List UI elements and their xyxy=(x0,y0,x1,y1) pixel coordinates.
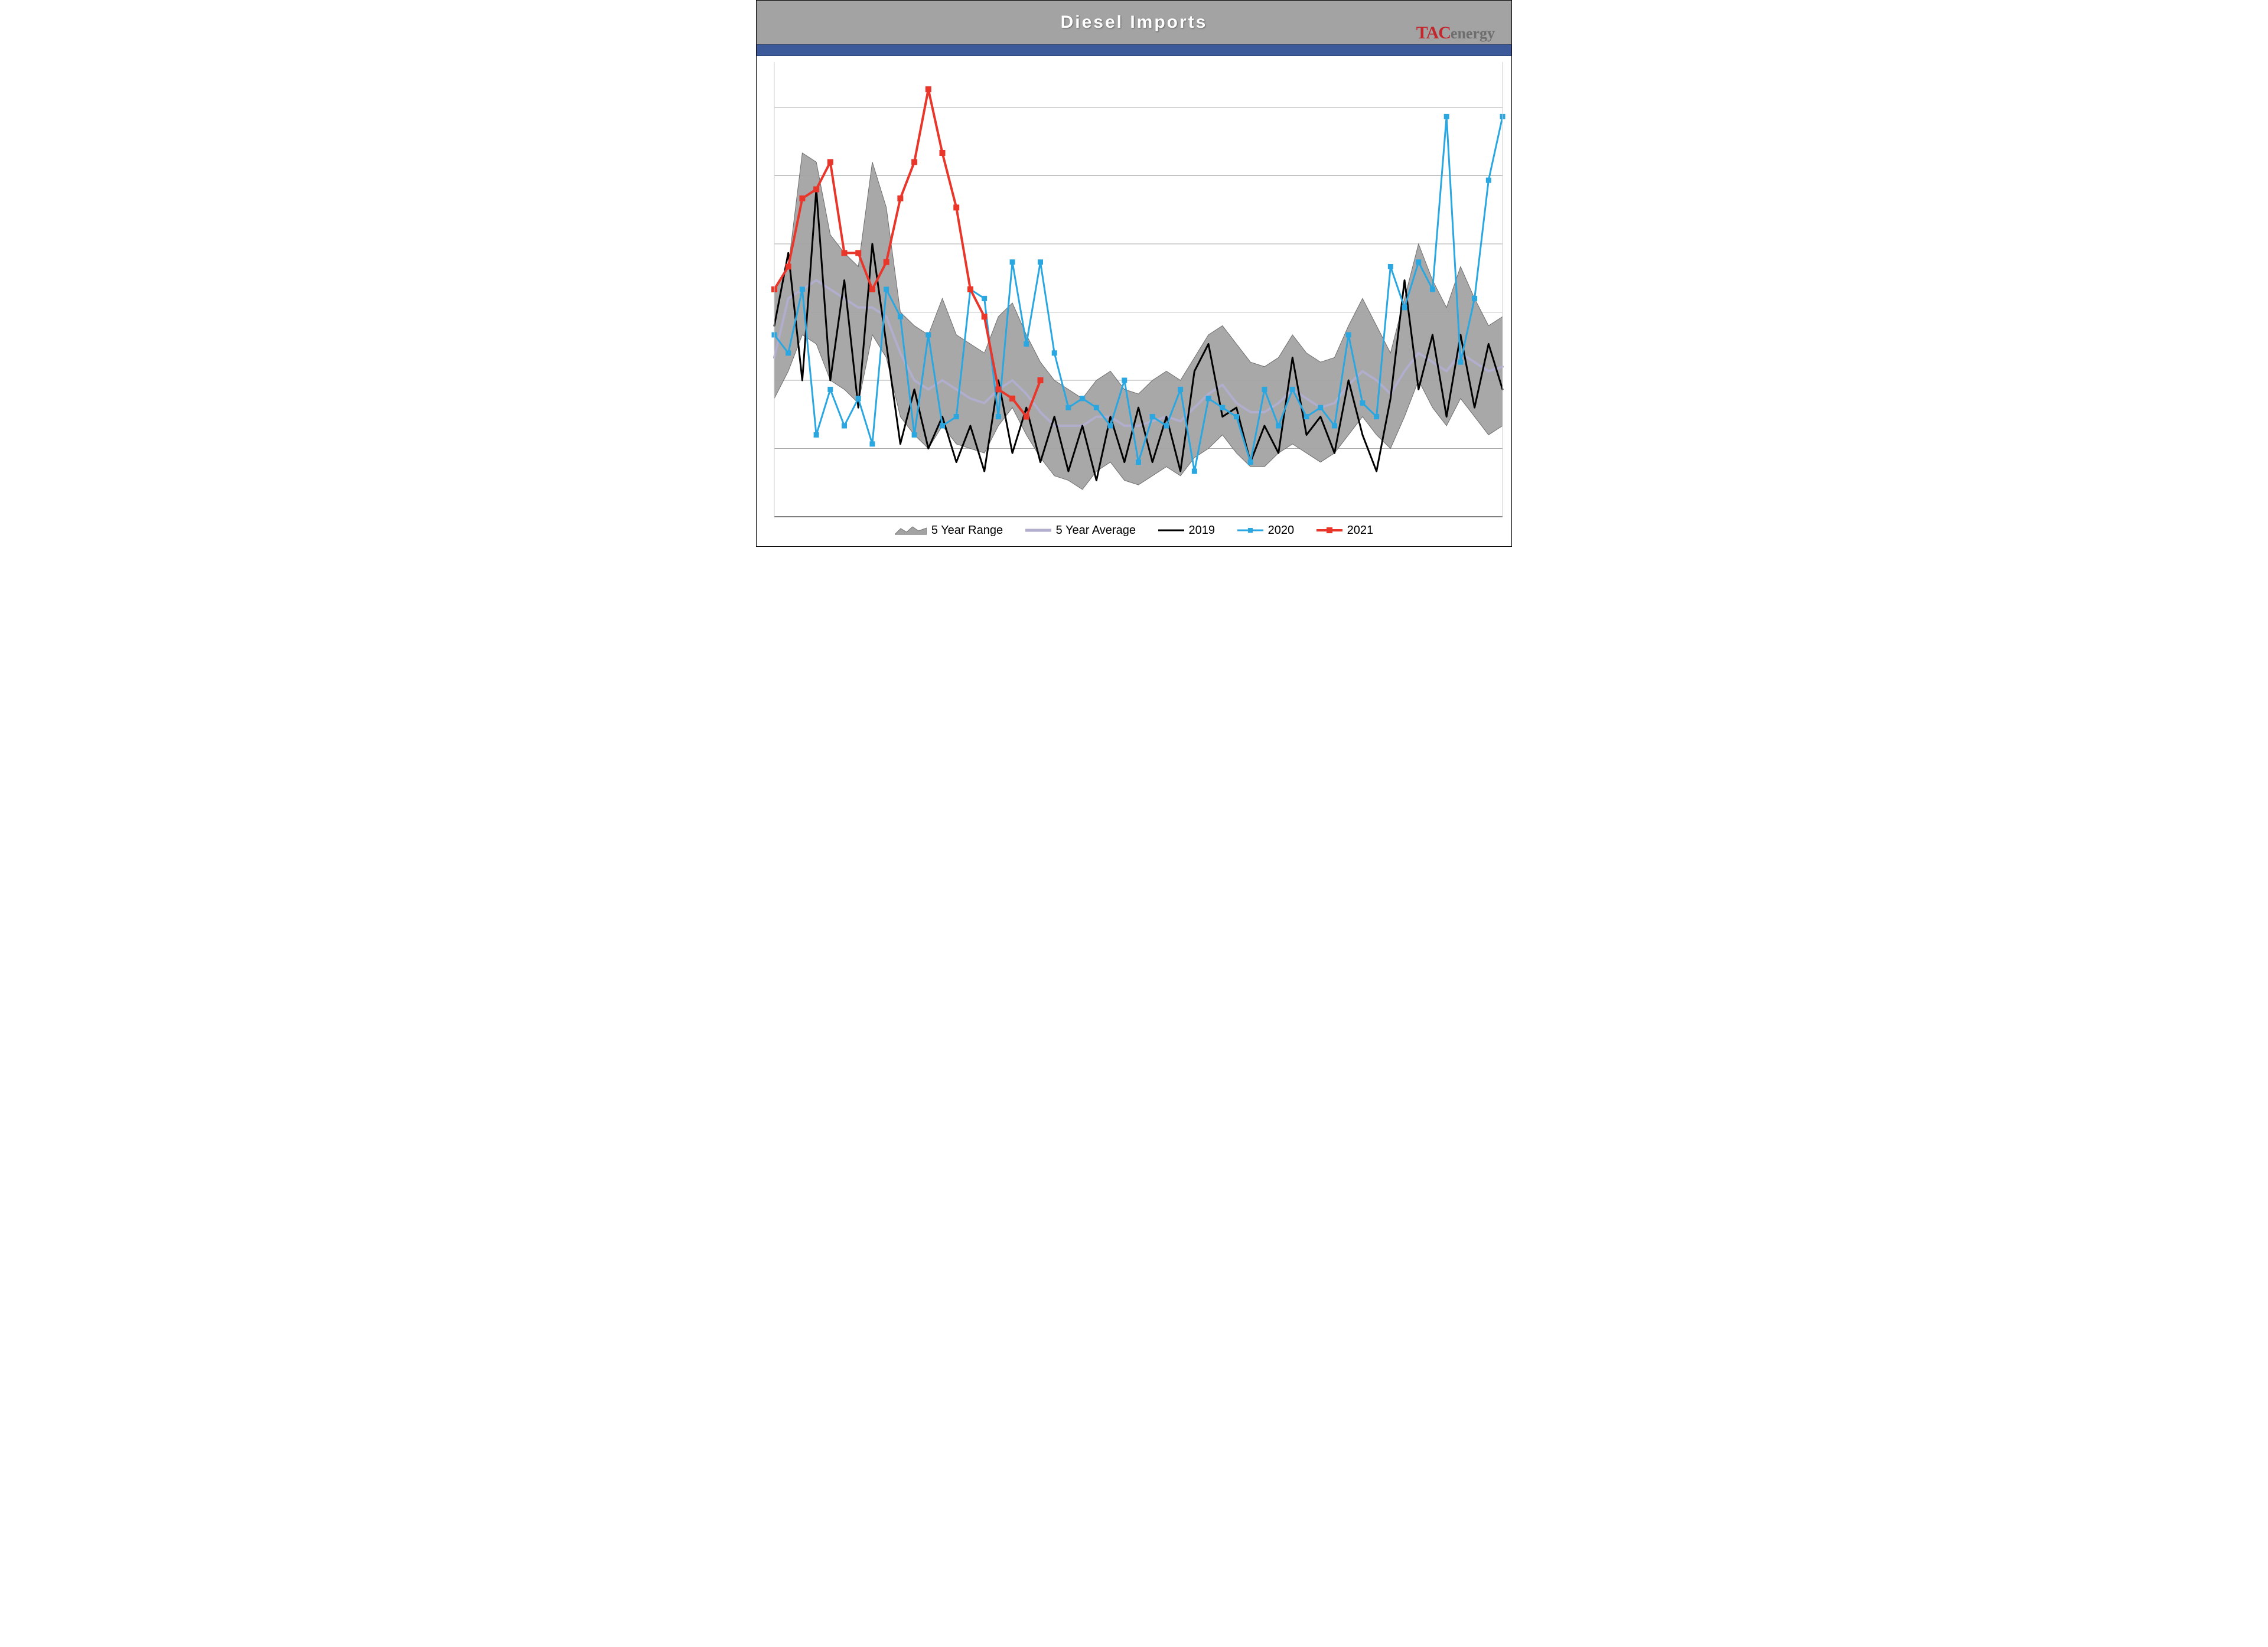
legend-item-avg: 5 Year Average xyxy=(1025,524,1136,537)
logo-energy: energy xyxy=(1451,25,1495,42)
legend-swatch-2019 xyxy=(1158,525,1184,536)
legend-label: 5 Year Average xyxy=(1056,524,1136,537)
legend-label: 2020 xyxy=(1268,524,1295,537)
legend-swatch-avg xyxy=(1025,525,1051,536)
logo-tac: TAC xyxy=(1416,23,1451,43)
legend: 5 Year Range 5 Year Average 2019 202 xyxy=(757,524,1511,540)
legend-label: 5 Year Range xyxy=(931,524,1003,537)
legend-item-range: 5 Year Range xyxy=(895,524,1003,537)
chart-title: Diesel Imports xyxy=(1061,12,1208,32)
plot-area: 5 Year Range 5 Year Average 2019 202 xyxy=(757,56,1511,546)
title-underline xyxy=(757,44,1511,56)
chart-svg xyxy=(757,56,1511,546)
legend-label: 2021 xyxy=(1347,524,1374,537)
legend-item-2019: 2019 xyxy=(1158,524,1216,537)
legend-swatch-2020 xyxy=(1237,525,1263,536)
legend-swatch-range xyxy=(895,525,927,536)
legend-swatch-2021 xyxy=(1317,525,1342,536)
legend-item-2020: 2020 xyxy=(1237,524,1295,537)
legend-label: 2019 xyxy=(1189,524,1216,537)
chart-container: Diesel Imports TACenergy 5 Year Range 5 … xyxy=(756,0,1512,547)
legend-item-2021: 2021 xyxy=(1317,524,1374,537)
brand-logo: TACenergy xyxy=(1416,24,1495,42)
title-bar: Diesel Imports TACenergy xyxy=(757,1,1511,44)
